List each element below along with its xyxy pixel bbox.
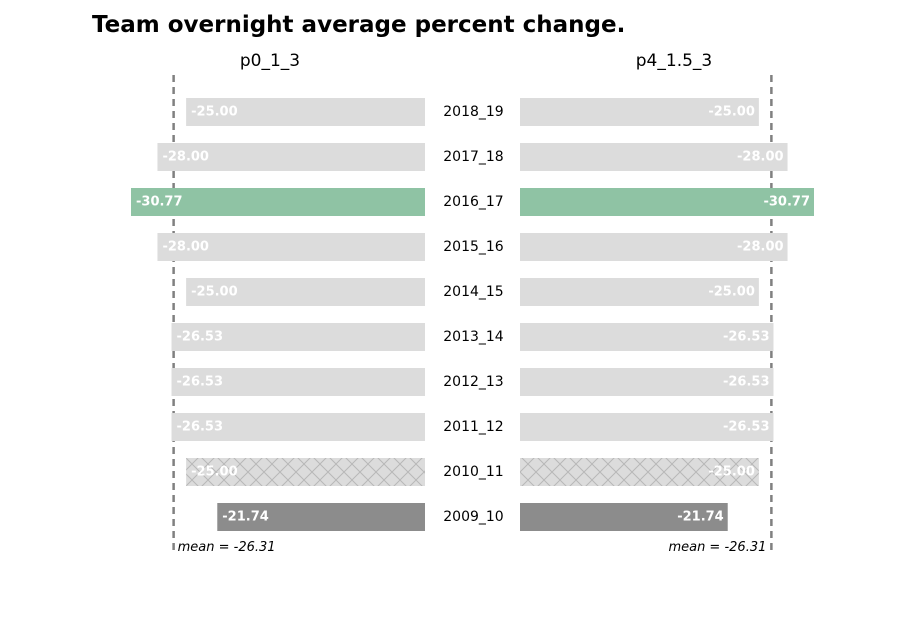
- panel-right-value-label-2014_15: -25.00: [708, 285, 755, 300]
- panel-left-value-label-2015_16: -28.00: [162, 240, 209, 255]
- category-label-2012_13: 2012_13: [443, 374, 503, 390]
- panel-right-bar-2018_19: [520, 98, 759, 126]
- panel-left-title: p0_1_3: [240, 51, 300, 71]
- panel-right-value-label-2013_14: -26.53: [723, 330, 770, 345]
- category-label-2015_16: 2015_16: [443, 239, 504, 255]
- panel-left-bar-2014_15: [186, 278, 425, 306]
- panel-right-title: p4_1.5_3: [636, 51, 712, 71]
- panel-left-value-label-2010_11: -25.00: [191, 465, 238, 480]
- category-label-2011_12: 2011_12: [443, 419, 503, 435]
- panels: 2018_19 2017_18 2016_17 2015_16 2014_15 2013_…: [131, 51, 814, 555]
- panel-left-bar-2017_18: [157, 143, 426, 171]
- panel-right-value-label-2011_12: -26.53: [723, 420, 770, 435]
- panel-left-bar-2012_13: [171, 368, 425, 396]
- chart-title: Team overnight average percent change.: [92, 12, 625, 38]
- category-label-2016_17: 2016_17: [443, 194, 503, 210]
- panel-right-bar-2010_11: [520, 458, 759, 486]
- panel-right-bar-2013_14: [520, 323, 774, 351]
- panel-right-bar-2017_18: [520, 143, 788, 171]
- category-label-2009_10: 2009_10: [443, 509, 503, 525]
- panel-right-bar-2012_13: [520, 368, 774, 396]
- panel-left-value-label-2018_19: -25.00: [191, 105, 238, 120]
- panel-left-value-label-2011_12: -26.53: [177, 420, 224, 435]
- panel-right-value-label-2010_11: -25.00: [708, 465, 755, 480]
- panel-right-bar-2009_10: [520, 503, 728, 531]
- panel-left-mean-label: mean = -26.31: [178, 540, 276, 555]
- panel-left-value-label-2013_14: -26.53: [177, 330, 224, 345]
- panel-left-value-label-2014_15: -25.00: [191, 285, 238, 300]
- panel-left-bar-2013_14: [171, 323, 425, 351]
- panel-left-value-label-2009_10: -21.74: [222, 510, 269, 525]
- panel-left-bar-2011_12: [171, 413, 425, 441]
- panel-right-value-label-2012_13: -26.53: [723, 375, 770, 390]
- category-label-2018_19: 2018_19: [443, 104, 503, 120]
- panel-right-value-label-2018_19: -25.00: [708, 105, 755, 120]
- panel-right-bar-2011_12: [520, 413, 774, 441]
- panel-left-bar-2015_16: [157, 233, 426, 261]
- panel-left-value-label-2012_13: -26.53: [177, 375, 224, 390]
- panel-left-value-label-2016_17: -30.77: [136, 195, 183, 210]
- category-label-2017_18: 2017_18: [443, 149, 503, 165]
- category-label-2013_14: 2013_14: [443, 329, 504, 345]
- panel-right-mean-label: mean = -26.31: [668, 540, 766, 555]
- category-label-2010_11: 2010_11: [443, 464, 503, 480]
- category-label-2014_15: 2014_15: [443, 284, 503, 300]
- panel-left-bar-2010_11: [186, 458, 425, 486]
- panel-right-bar-2014_15: [520, 278, 759, 306]
- panel-right-value-label-2017_18: -28.00: [737, 150, 784, 165]
- panel-right-value-label-2009_10: -21.74: [677, 510, 724, 525]
- panel-left-bar-2009_10: [217, 503, 425, 531]
- panel-left-value-label-2017_18: -28.00: [162, 150, 209, 165]
- panel-left-bar-2018_19: [186, 98, 425, 126]
- panel-right-value-label-2016_17: -30.77: [763, 195, 810, 210]
- panel-right-bar-2015_16: [520, 233, 788, 261]
- panel-right-value-label-2015_16: -28.00: [737, 240, 784, 255]
- panel-left-bar-2016_17: [131, 188, 425, 216]
- panel-right-bar-2016_17: [520, 188, 814, 216]
